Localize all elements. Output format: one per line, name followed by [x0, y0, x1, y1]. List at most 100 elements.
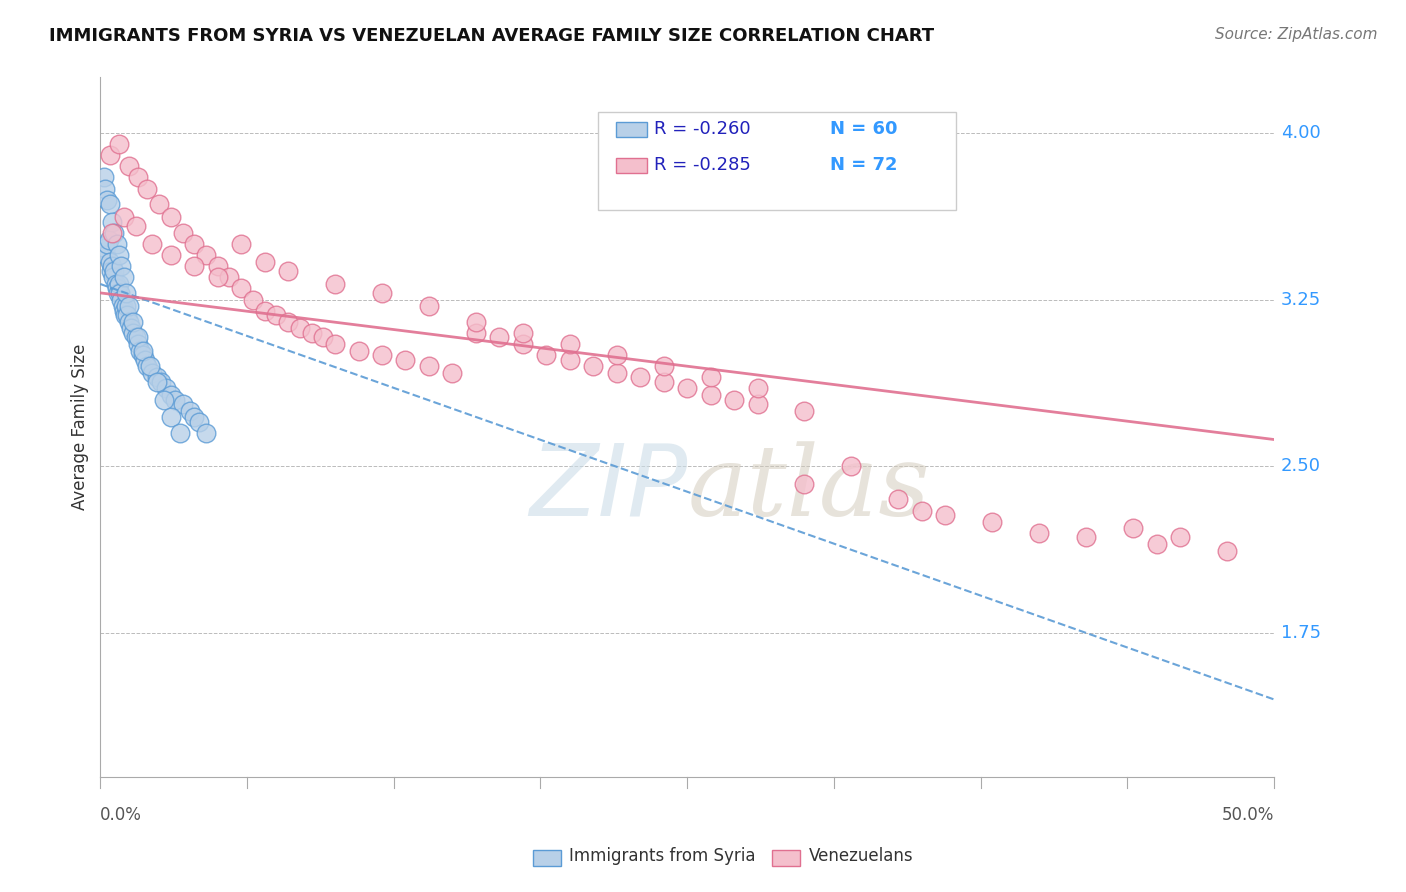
Text: 1.75: 1.75 — [1281, 624, 1322, 641]
Point — [347, 343, 370, 358]
Point — [253, 303, 276, 318]
Point — [155, 381, 177, 395]
Text: Source: ZipAtlas.com: Source: ZipAtlas.com — [1215, 27, 1378, 42]
Point — [488, 330, 510, 344]
Point — [606, 348, 628, 362]
Point — [981, 515, 1004, 529]
Point — [112, 303, 135, 318]
Point — [127, 337, 149, 351]
Point — [94, 242, 117, 256]
Point — [723, 392, 745, 407]
Point — [136, 359, 159, 374]
Point — [418, 299, 440, 313]
Point — [606, 366, 628, 380]
Point — [172, 397, 194, 411]
Point — [101, 259, 124, 273]
Point — [103, 270, 125, 285]
Point — [108, 277, 131, 291]
Point — [98, 148, 121, 162]
Point — [1122, 521, 1144, 535]
Point — [152, 392, 174, 407]
Point — [231, 281, 253, 295]
Point — [172, 226, 194, 240]
Point — [145, 370, 167, 384]
Point — [110, 293, 132, 307]
Point — [441, 366, 464, 380]
Point — [105, 281, 128, 295]
Point — [122, 326, 145, 340]
Point — [115, 285, 138, 300]
Point — [934, 508, 956, 522]
Point — [103, 226, 125, 240]
Point — [187, 415, 209, 429]
Point — [134, 352, 156, 367]
Point — [131, 348, 153, 362]
Point — [148, 197, 170, 211]
Point — [887, 492, 910, 507]
Point — [104, 277, 127, 291]
Text: Venezuelans: Venezuelans — [808, 847, 912, 865]
Point — [96, 237, 118, 252]
Text: IMMIGRANTS FROM SYRIA VS VENEZUELAN AVERAGE FAMILY SIZE CORRELATION CHART: IMMIGRANTS FROM SYRIA VS VENEZUELAN AVER… — [49, 27, 935, 45]
Y-axis label: Average Family Size: Average Family Size — [72, 344, 89, 510]
Point — [418, 359, 440, 374]
Point — [464, 326, 486, 340]
Point — [129, 343, 152, 358]
Point — [94, 181, 117, 195]
Point — [218, 270, 240, 285]
Point — [183, 259, 205, 273]
Point — [628, 370, 651, 384]
Text: 4.00: 4.00 — [1281, 124, 1320, 142]
Point — [110, 259, 132, 273]
Point — [288, 321, 311, 335]
Point — [114, 308, 136, 322]
Text: 3.25: 3.25 — [1281, 291, 1322, 309]
Point — [111, 299, 134, 313]
Point — [105, 237, 128, 252]
Point — [652, 359, 675, 374]
Point — [371, 285, 394, 300]
Point — [312, 330, 335, 344]
Point — [107, 285, 129, 300]
Point — [127, 330, 149, 344]
Text: ZIP: ZIP — [529, 440, 688, 537]
Point — [159, 388, 181, 402]
Point — [371, 348, 394, 362]
Point — [1146, 537, 1168, 551]
Text: 2.50: 2.50 — [1281, 458, 1322, 475]
Point — [159, 410, 181, 425]
Point — [301, 326, 323, 340]
Point — [98, 197, 121, 211]
Point — [112, 211, 135, 225]
Point — [122, 315, 145, 329]
Point — [117, 159, 139, 173]
Point — [253, 255, 276, 269]
Point — [793, 403, 815, 417]
Point — [558, 352, 581, 367]
Point — [699, 370, 721, 384]
Point — [138, 359, 160, 374]
Point — [793, 477, 815, 491]
Point — [699, 388, 721, 402]
Text: N = 72: N = 72 — [830, 156, 897, 174]
Text: 0.0%: 0.0% — [100, 806, 142, 824]
Point — [1076, 530, 1098, 544]
Point — [747, 381, 769, 395]
Point — [582, 359, 605, 374]
Point — [108, 248, 131, 262]
Point — [101, 215, 124, 229]
Point — [165, 392, 187, 407]
Point — [1028, 525, 1050, 540]
Point — [194, 248, 217, 262]
Point — [124, 219, 146, 234]
Text: N = 60: N = 60 — [830, 120, 897, 138]
Point — [464, 315, 486, 329]
Text: 50.0%: 50.0% — [1222, 806, 1274, 824]
Point — [841, 459, 863, 474]
Point — [911, 503, 934, 517]
Point — [1168, 530, 1191, 544]
Point — [536, 348, 558, 362]
Point — [194, 425, 217, 440]
Point — [150, 375, 173, 389]
Point — [103, 263, 125, 277]
